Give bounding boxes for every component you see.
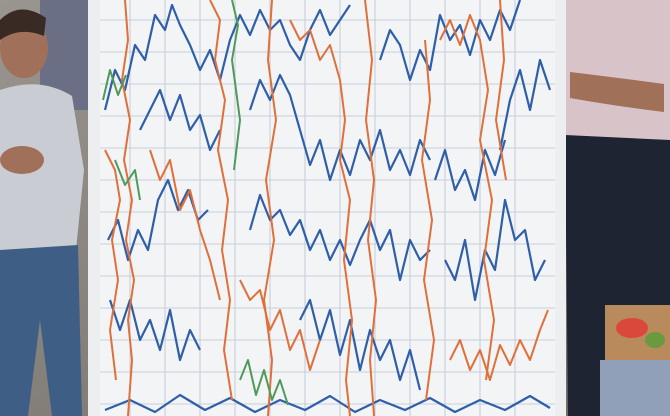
green-line [239,359,289,406]
blue-line [139,88,221,152]
blue-line [444,198,546,302]
poster-paper [100,0,555,416]
arm [570,72,664,112]
left-person [0,0,88,416]
orange-line [449,309,549,381]
vegetable [616,318,648,338]
green-line [231,0,241,171]
orange-line [289,19,353,416]
blue-line [433,139,507,202]
orange-line [495,0,507,181]
orange-line [149,149,221,301]
blue-line [378,0,522,82]
orange-line [121,0,135,416]
basket [600,360,670,416]
blue-line [498,58,552,151]
blue-line [108,298,201,362]
orange-line [263,0,277,416]
orange-line [421,39,435,401]
hand [0,146,44,174]
hair [0,9,46,40]
shirt [0,84,84,255]
orange-line [209,0,233,401]
blue-line [107,178,209,262]
poster [88,0,566,416]
blue-line [103,3,351,111]
green-line [114,159,141,201]
orange-line [364,0,377,416]
green-line [102,69,127,101]
jeans [0,245,82,416]
blue-line [104,393,551,414]
orange-line [439,14,495,381]
vegetable [645,332,665,348]
shirt [565,0,670,150]
blue-line [248,193,431,282]
right-person [565,0,670,416]
orange-line [239,279,321,371]
orange-line [104,149,121,381]
blue-line [248,73,431,182]
